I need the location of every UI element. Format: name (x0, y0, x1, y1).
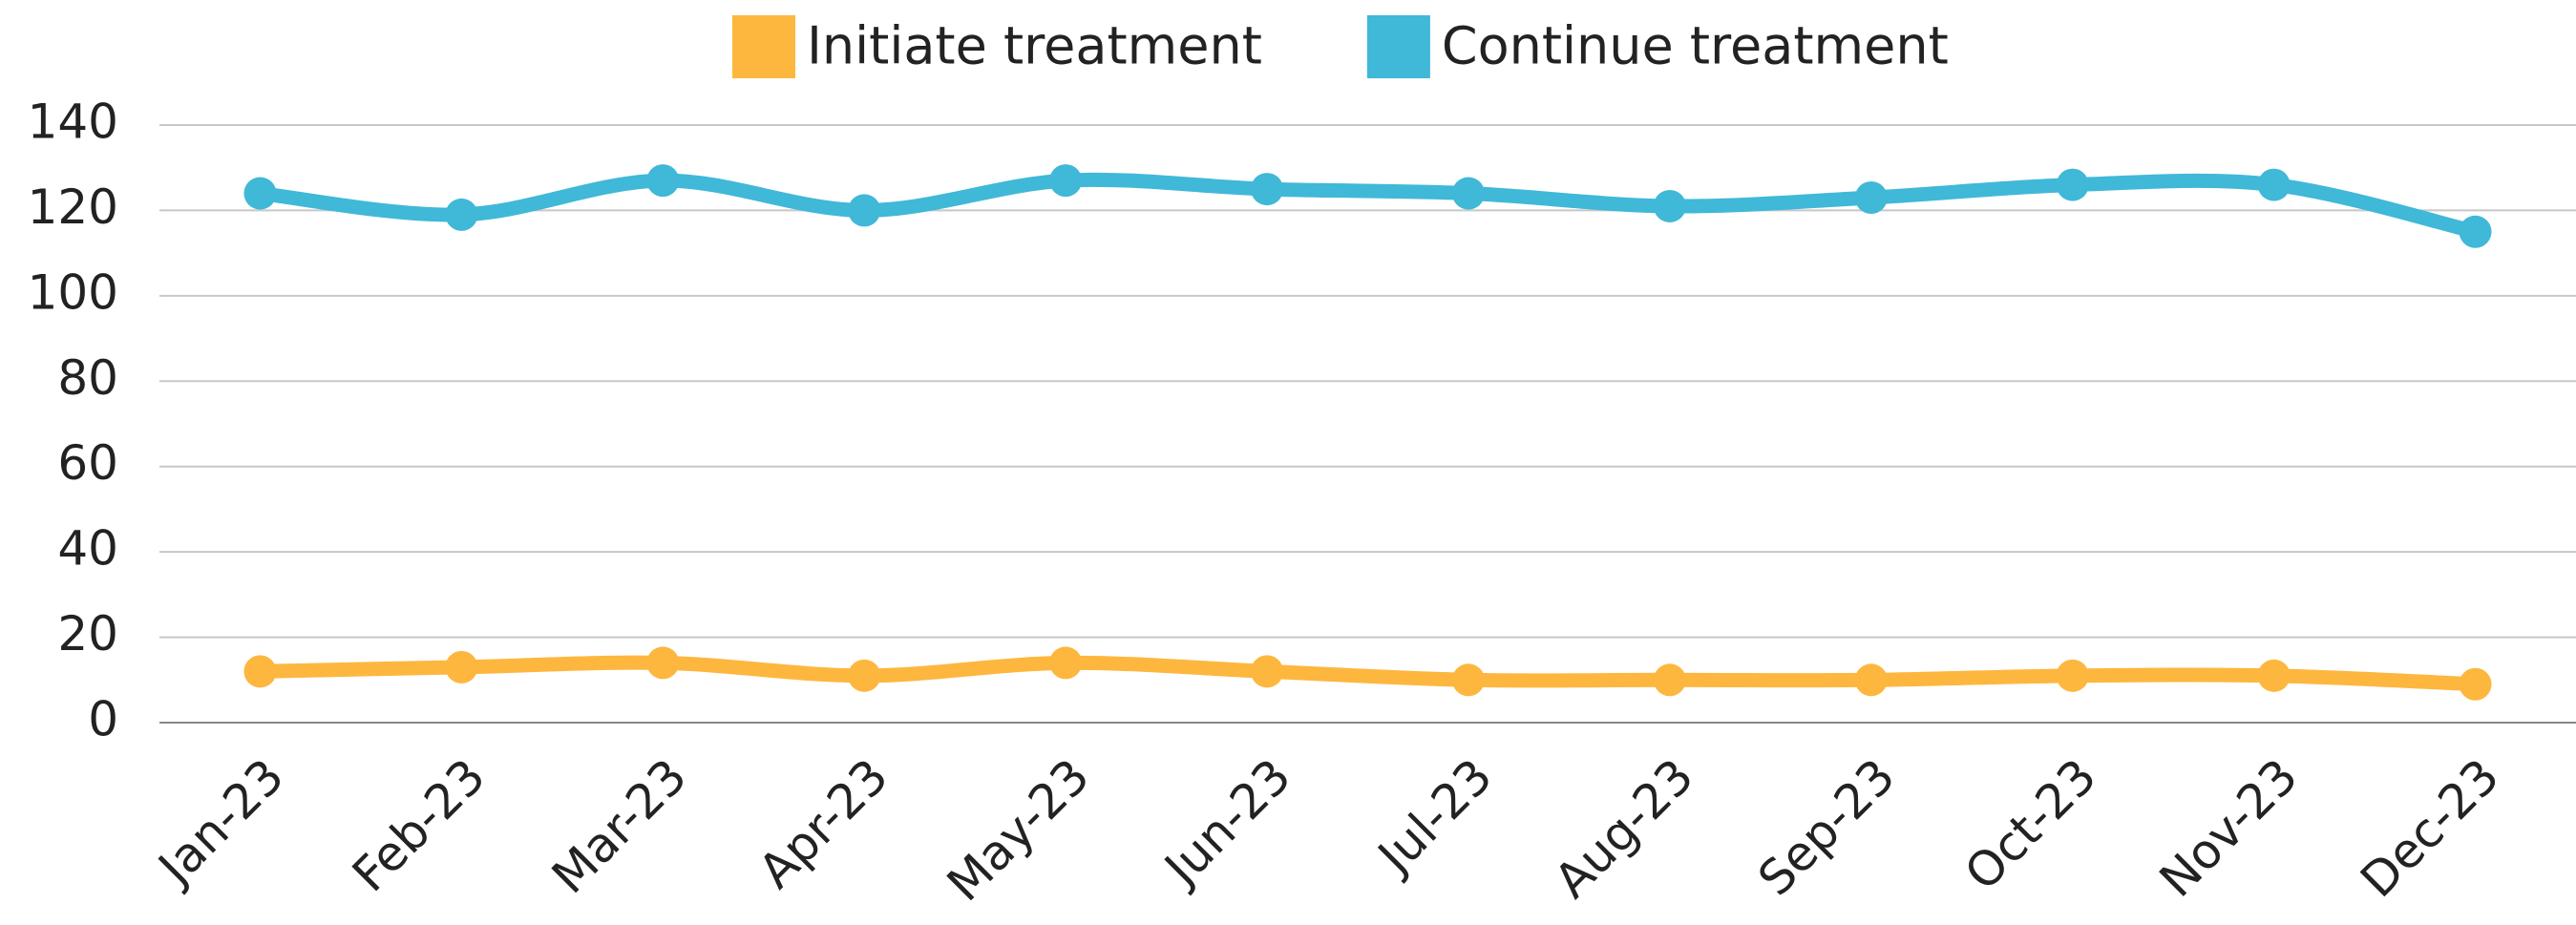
y-tick-label: 40 (57, 521, 118, 577)
legend-label: Continue treatment (1442, 16, 1949, 76)
legend: Initiate treatment Continue treatment (732, 15, 1949, 78)
series-line (260, 655, 2476, 692)
x-tick-label: Jun-23 (1152, 748, 1301, 897)
point (1049, 646, 1083, 680)
x-tick-label: Oct-23 (1954, 748, 2107, 901)
point (1251, 173, 1284, 206)
x-tick-label: May-23 (937, 748, 1100, 912)
y-tick-label: 140 (28, 95, 118, 150)
series-line (259, 172, 2478, 240)
legend-label: Initiate treatment (807, 16, 1262, 76)
point (1049, 164, 1083, 198)
x-tick-label: Jul-23 (1365, 748, 1503, 886)
point (445, 198, 478, 231)
legend-swatch (1366, 15, 1430, 78)
point (1854, 663, 1888, 697)
point (445, 650, 478, 683)
point (646, 164, 680, 198)
point (1451, 177, 1485, 210)
point (243, 655, 277, 688)
point (1251, 655, 1284, 688)
point (646, 646, 680, 680)
point (243, 177, 277, 210)
x-tick-label: Nov-23 (2149, 748, 2309, 908)
x-tick-label: Jan-23 (146, 748, 294, 896)
point (1653, 189, 1686, 222)
x-tick-label: Mar-23 (541, 748, 697, 904)
point (1451, 663, 1485, 697)
y-tick-label: 120 (28, 179, 118, 235)
x-tick-label: Aug-23 (1544, 748, 1704, 909)
point (2257, 659, 2291, 692)
point (2459, 215, 2492, 248)
y-tick-label: 80 (57, 350, 118, 406)
point (1854, 181, 1888, 215)
point (2257, 168, 2291, 201)
y-tick-label: 20 (57, 606, 118, 662)
legend-swatch (732, 15, 795, 78)
y-tick-label: 0 (88, 692, 118, 747)
point (2056, 659, 2089, 692)
y-tick-label: 100 (28, 264, 118, 320)
x-tick-label: Dec-23 (2350, 748, 2509, 908)
x-tick-label: Feb-23 (342, 748, 496, 902)
point (2056, 168, 2089, 201)
point (1653, 663, 1686, 697)
y-tick-label: 60 (57, 435, 118, 491)
x-tick-label: Sep-23 (1747, 748, 1905, 906)
point (848, 659, 881, 692)
x-tick-label: Apr-23 (749, 748, 899, 899)
point (848, 194, 881, 227)
point (2459, 667, 2492, 701)
